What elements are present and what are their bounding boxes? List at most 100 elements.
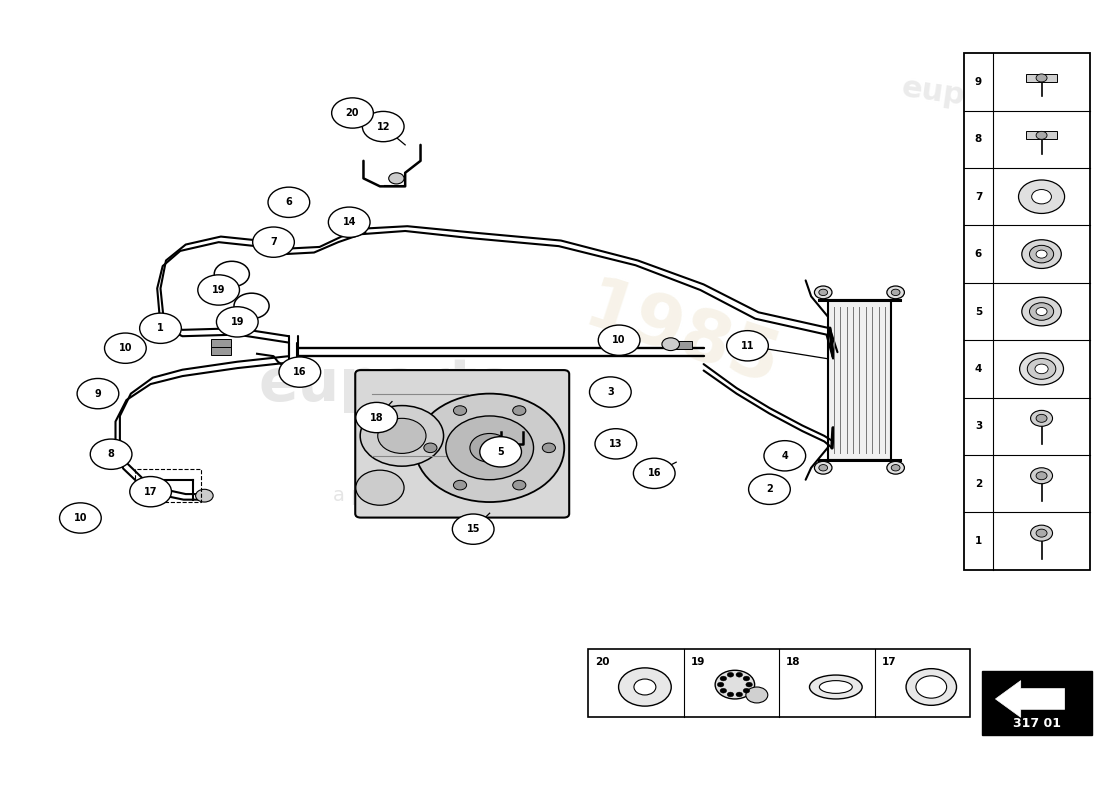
Text: 13: 13 <box>609 439 623 449</box>
Text: euparts: euparts <box>258 355 513 413</box>
Circle shape <box>1036 529 1047 537</box>
FancyBboxPatch shape <box>355 370 569 518</box>
Text: 1: 1 <box>975 536 982 546</box>
Circle shape <box>480 437 521 467</box>
Polygon shape <box>996 681 1065 718</box>
Circle shape <box>814 462 832 474</box>
Circle shape <box>727 330 768 361</box>
Bar <box>982 671 1092 735</box>
Text: 10: 10 <box>119 343 132 353</box>
Text: euparts: euparts <box>900 74 1034 121</box>
Text: 10: 10 <box>74 513 87 523</box>
Text: 317 01: 317 01 <box>1013 717 1062 730</box>
Bar <box>588 649 970 717</box>
Circle shape <box>715 670 755 699</box>
Circle shape <box>1022 240 1062 269</box>
Circle shape <box>746 687 768 703</box>
Text: 5: 5 <box>497 447 504 457</box>
Circle shape <box>90 439 132 470</box>
Text: 9: 9 <box>95 389 101 398</box>
Text: 18: 18 <box>785 657 801 667</box>
Circle shape <box>1036 414 1047 422</box>
Circle shape <box>1035 364 1048 374</box>
Text: 14: 14 <box>342 218 356 227</box>
Circle shape <box>453 406 466 415</box>
Circle shape <box>377 418 426 454</box>
Text: 3: 3 <box>607 387 614 397</box>
Circle shape <box>196 490 213 502</box>
Circle shape <box>388 173 404 184</box>
Text: 16: 16 <box>648 468 661 478</box>
Bar <box>965 54 1090 570</box>
Circle shape <box>279 357 321 387</box>
Circle shape <box>446 416 534 480</box>
Text: 1: 1 <box>157 323 164 334</box>
Circle shape <box>744 688 750 693</box>
Text: 17: 17 <box>881 657 896 667</box>
Circle shape <box>891 289 900 295</box>
Circle shape <box>736 692 743 697</box>
Text: 9: 9 <box>975 77 982 87</box>
Text: 7: 7 <box>975 192 982 202</box>
Circle shape <box>727 672 734 677</box>
Circle shape <box>198 275 240 305</box>
Bar <box>1026 74 1057 82</box>
Circle shape <box>720 688 727 693</box>
Circle shape <box>362 111 404 142</box>
Circle shape <box>542 443 556 453</box>
Circle shape <box>253 227 295 258</box>
Circle shape <box>355 402 397 433</box>
Circle shape <box>595 429 637 459</box>
Text: 4: 4 <box>975 364 982 374</box>
Circle shape <box>1036 472 1047 480</box>
Text: 8: 8 <box>108 450 114 459</box>
Text: a part of: a part of <box>333 486 416 505</box>
Text: 6: 6 <box>286 198 293 207</box>
Circle shape <box>452 514 494 544</box>
Bar <box>135 469 201 502</box>
Text: 19: 19 <box>212 285 226 295</box>
Circle shape <box>749 474 790 505</box>
Bar <box>211 346 231 354</box>
Text: 5: 5 <box>975 306 982 317</box>
Circle shape <box>634 458 675 489</box>
Circle shape <box>814 286 832 298</box>
Circle shape <box>1020 353 1064 385</box>
Text: 17: 17 <box>144 486 157 497</box>
Circle shape <box>736 672 743 677</box>
Circle shape <box>1031 468 1053 484</box>
Ellipse shape <box>820 681 852 694</box>
Circle shape <box>415 394 564 502</box>
Circle shape <box>130 477 172 507</box>
Circle shape <box>513 406 526 415</box>
Ellipse shape <box>810 675 862 699</box>
Circle shape <box>618 668 671 706</box>
Circle shape <box>140 313 182 343</box>
Circle shape <box>1027 358 1056 379</box>
Text: 10: 10 <box>613 335 626 346</box>
Circle shape <box>598 325 640 355</box>
Circle shape <box>453 480 466 490</box>
Circle shape <box>818 465 827 471</box>
Text: 19: 19 <box>231 317 244 327</box>
Circle shape <box>746 682 752 687</box>
Circle shape <box>1022 297 1062 326</box>
Text: 1985: 1985 <box>575 272 788 400</box>
Circle shape <box>217 306 258 337</box>
Circle shape <box>1030 302 1054 320</box>
Circle shape <box>360 406 443 466</box>
Circle shape <box>355 470 404 506</box>
Circle shape <box>590 377 631 407</box>
Circle shape <box>329 207 370 238</box>
Circle shape <box>268 187 310 218</box>
Text: 20: 20 <box>345 108 360 118</box>
Circle shape <box>720 676 727 681</box>
Circle shape <box>1032 190 1052 204</box>
Circle shape <box>717 682 724 687</box>
Circle shape <box>1036 131 1047 139</box>
Text: 18: 18 <box>370 413 384 422</box>
Circle shape <box>470 434 509 462</box>
Circle shape <box>1031 525 1053 541</box>
Circle shape <box>764 441 805 471</box>
Circle shape <box>891 465 900 471</box>
